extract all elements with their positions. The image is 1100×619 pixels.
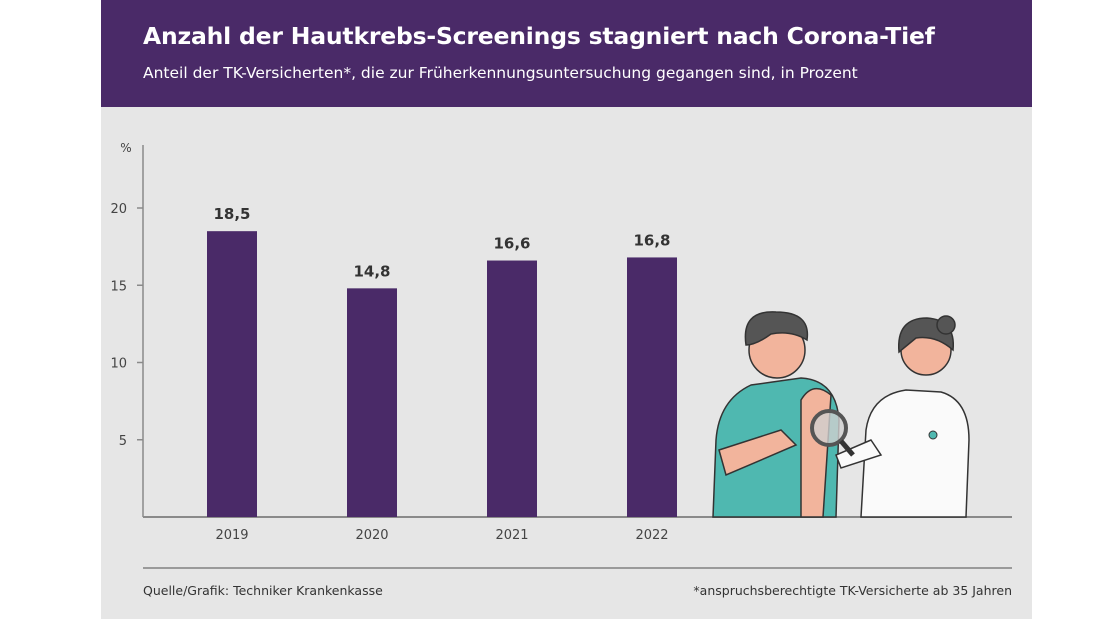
- x-tick-label: 2021: [495, 528, 528, 543]
- source-note: Quelle/Grafik: Techniker Krankenkasse: [143, 583, 383, 598]
- data-label: 16,8: [633, 231, 670, 249]
- chart-title: Anzahl der Hautkrebs-Screenings stagnier…: [143, 22, 935, 50]
- bar-2022: [627, 257, 677, 517]
- bar-chart: % 5 10 15 20 18,5 2019 14,8 2020 16,6 2021 16,8 20…: [110, 141, 1012, 569]
- chart-subtitle: Anteil der TK-Versicherten*, die zur Frü…: [143, 64, 858, 82]
- header: Anzahl der Hautkrebs-Screenings stagnier…: [101, 0, 1032, 107]
- y-axis-label: %: [120, 141, 131, 155]
- data-label: 16,6: [493, 235, 530, 253]
- y-tick-label: 5: [119, 434, 127, 449]
- x-tick-label: 2019: [215, 528, 248, 543]
- bar-2021: [487, 260, 537, 517]
- infographic: Anzahl der Hautkrebs-Screenings stagnier…: [101, 0, 1032, 619]
- y-tick-label: 10: [110, 357, 127, 372]
- bar-2019: [207, 231, 257, 518]
- x-tick-label: 2022: [635, 528, 668, 543]
- data-label: 14,8: [353, 262, 390, 280]
- y-tick-label: 15: [110, 279, 127, 294]
- doctor-examining-skin-with-magnifier-icon: [712, 311, 970, 518]
- footnote: *anspruchsberechtigte TK-Versicherte ab …: [693, 583, 1012, 598]
- data-label: 18,5: [213, 205, 250, 223]
- y-tick-label: 20: [110, 202, 127, 217]
- x-tick-label: 2020: [355, 528, 388, 543]
- bar-2020: [347, 288, 397, 517]
